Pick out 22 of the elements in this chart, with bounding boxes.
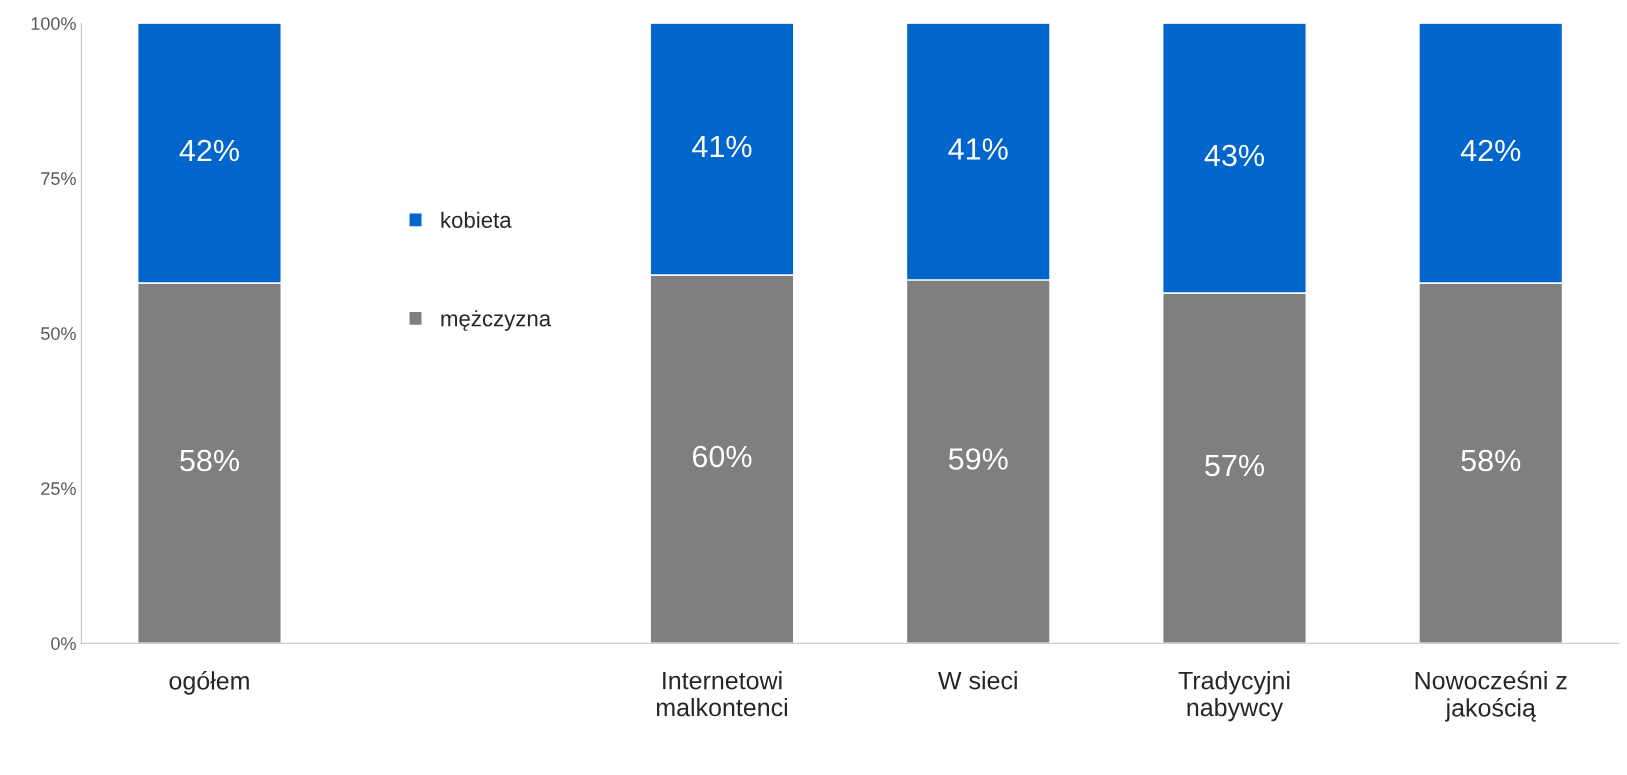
y-tick-label: 50%: [41, 327, 76, 340]
x-tick-label: Internetowi malkontenci: [656, 671, 787, 717]
y-tick-label: 100%: [31, 17, 76, 30]
text: 60%: [692, 445, 752, 468]
x-tick-label: ogółem: [169, 671, 249, 695]
x-tick-label: Nowocześni z jakością: [1415, 670, 1567, 722]
text: 42%: [179, 139, 239, 162]
x-tick-label: Tradycyjni nabywcy: [1178, 671, 1290, 722]
text: 57%: [1205, 454, 1264, 477]
text: 58%: [1461, 449, 1521, 472]
y-tick-label: 25%: [41, 482, 76, 495]
text: 41%: [692, 135, 752, 158]
text: 58%: [180, 449, 239, 472]
text: 59%: [948, 448, 1008, 470]
legend-label: kobieta: [441, 211, 512, 228]
legend-label: mężczyzna: [441, 310, 552, 331]
y-tick-label: 0%: [51, 637, 76, 650]
y-tick-label: 75%: [41, 172, 76, 185]
x-tick-label: W sieci: [938, 671, 1017, 690]
text: 42%: [1460, 139, 1521, 162]
text: 43%: [1204, 144, 1264, 167]
text: 41%: [948, 138, 1008, 160]
